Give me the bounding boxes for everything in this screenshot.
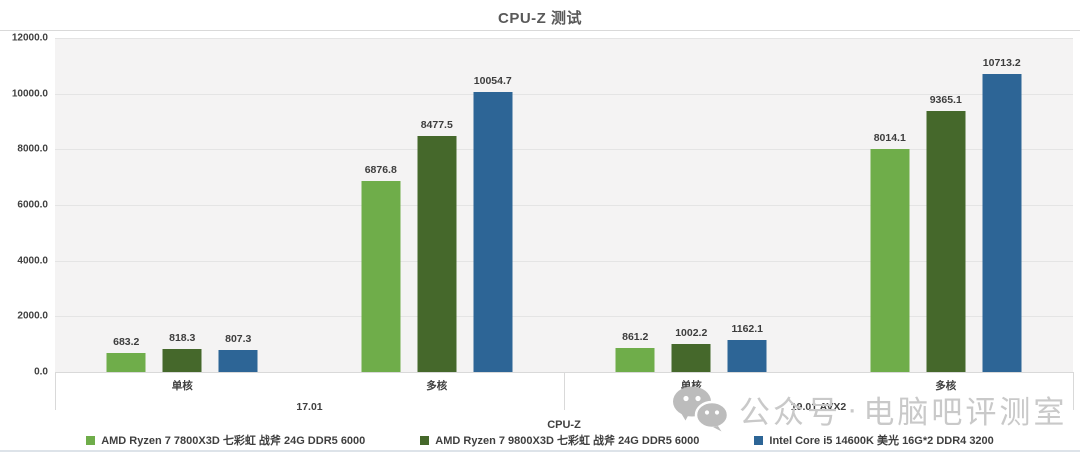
bar-column: 818.3 [162,38,202,372]
legend-item: Intel Core i5 14600K 美光 16G*2 DDR4 3200 [754,432,994,448]
bar-group: 683.2 818.3 807.3 [106,38,258,372]
bar-column: 9365.1 [926,38,966,372]
bar [982,73,1022,372]
bar [727,339,767,372]
plot-area: 683.2 818.3 807.3 6876.8 8477.5 10054.7 861.2 1… [55,38,1073,373]
y-tick-label: 10000.0 [11,88,48,100]
gridline [55,205,1073,206]
bar [926,111,966,372]
bar-column: 6876.8 [361,38,401,372]
y-tick-label: 6000.0 [17,199,48,211]
bar-column: 8014.1 [870,38,910,372]
bar [870,148,910,372]
bar-column: 10713.2 [982,38,1022,372]
bar-value-label: 8477.5 [420,119,453,132]
top-divider [0,30,1080,31]
subgroup-label: 单核 [680,380,702,392]
legend-label: AMD Ryzen 7 7800X3D 七彩虹 战斧 24G DDR5 6000 [101,435,366,447]
bar-value-label: 10054.7 [473,75,512,88]
legend-label: Intel Core i5 14600K 美光 16G*2 DDR4 3200 [769,435,994,447]
legend: AMD Ryzen 7 7800X3D 七彩虹 战斧 24G DDR5 6000… [0,432,1080,448]
bar [162,349,202,372]
bar [615,348,655,372]
bar [106,352,146,372]
legend-item: AMD Ryzen 7 9800X3D 七彩虹 战斧 24G DDR5 6000 [420,432,699,448]
bar-column: 807.3 [218,38,258,372]
group-label-row: 17.01 19.01 AVX2 [55,401,1073,415]
legend-label: AMD Ryzen 7 9800X3D 七彩虹 战斧 24G DDR5 6000 [435,435,700,447]
gridline [55,38,1073,39]
bar [417,136,457,372]
bar-value-label: 1002.2 [675,327,708,340]
bar-value-label: 6876.8 [364,163,397,176]
bar-value-label: 8014.1 [873,131,906,144]
axis-separator [1073,372,1074,410]
bar-group: 8014.1 9365.1 10713.2 [870,38,1022,372]
bar-column: 8477.5 [417,38,457,372]
group-label: 17.01 [296,401,323,413]
bar-value-label: 818.3 [169,332,196,345]
y-tick-label: 8000.0 [17,143,48,155]
gridline [55,260,1073,262]
y-axis: 0.0 2000.0 4000.0 6000.0 8000.0 10000.0 12000.… [0,33,50,378]
legend-swatch [420,435,430,445]
axis-separator [564,372,565,410]
bar-column: 683.2 [106,38,146,372]
chart-title: CPU-Z 测试 [498,10,582,27]
subgroup-label: 多核 [426,380,448,392]
legend-swatch [754,435,764,445]
group-label: 19.01 AVX2 [790,401,847,413]
bar-group: 861.2 1002.2 1162.1 [615,38,767,372]
bar-value-label: 10713.2 [982,56,1021,69]
legend-item: AMD Ryzen 7 7800X3D 七彩虹 战斧 24G DDR5 6000 [86,432,365,448]
subgroup-label-row: 单核 多核 单核 多核 [55,378,1073,392]
bar-value-label: 9365.1 [929,94,962,107]
y-tick-label: 4000.0 [17,255,48,267]
gridline [55,93,1073,95]
bar [218,349,258,372]
gridline [55,149,1073,151]
bar-column: 1162.1 [727,38,767,372]
bar-value-label: 861.2 [622,331,649,344]
bar-value-label: 683.2 [113,335,140,348]
bottom-divider [0,450,1080,452]
axis-separator [55,372,56,410]
x-axis-title: CPU-Z [547,419,581,431]
y-tick-label: 12000.0 [11,32,48,44]
bar-column: 1002.2 [671,38,711,372]
bar-column: 10054.7 [473,38,513,372]
bar-value-label: 807.3 [225,332,252,345]
bar-value-label: 1162.1 [731,322,764,335]
bar [671,344,711,372]
subgroup-label: 多核 [935,380,957,392]
legend-swatch [86,435,96,445]
bar-group: 6876.8 8477.5 10054.7 [361,38,513,372]
bar-column: 861.2 [615,38,655,372]
subgroup-label: 单核 [171,380,193,392]
y-tick-label: 2000.0 [17,310,48,322]
gridline [55,316,1073,318]
y-tick-label: 0.0 [34,366,48,378]
bar [473,92,513,372]
bar [361,180,401,372]
